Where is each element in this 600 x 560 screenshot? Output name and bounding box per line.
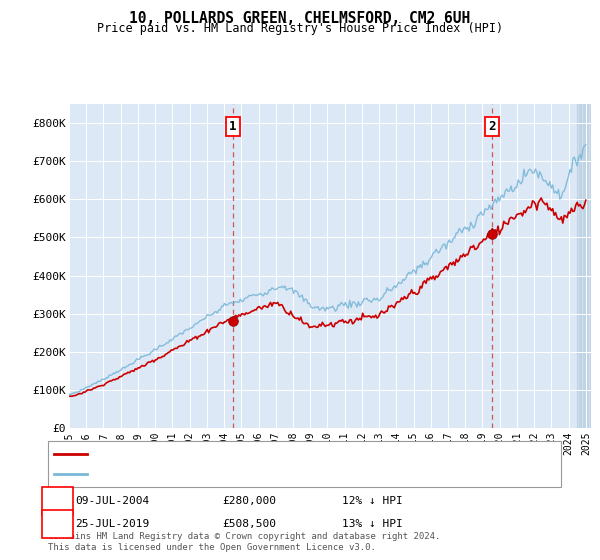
Text: 10, POLLARDS GREEN, CHELMSFORD, CM2 6UH (detached house): 10, POLLARDS GREEN, CHELMSFORD, CM2 6UH … bbox=[93, 449, 443, 459]
Text: 09-JUL-2004: 09-JUL-2004 bbox=[75, 496, 149, 506]
Text: HPI: Average price, detached house, Chelmsford: HPI: Average price, detached house, Chel… bbox=[93, 469, 380, 479]
Text: 10, POLLARDS GREEN, CHELMSFORD, CM2 6UH: 10, POLLARDS GREEN, CHELMSFORD, CM2 6UH bbox=[130, 11, 470, 26]
Text: 1: 1 bbox=[54, 494, 61, 508]
Text: 2: 2 bbox=[54, 517, 61, 530]
Text: 2: 2 bbox=[488, 120, 496, 133]
Text: £280,000: £280,000 bbox=[222, 496, 276, 506]
Bar bbox=[577, 104, 591, 428]
Text: £508,500: £508,500 bbox=[222, 519, 276, 529]
Text: 12% ↓ HPI: 12% ↓ HPI bbox=[342, 496, 403, 506]
Text: 1: 1 bbox=[229, 120, 237, 133]
Text: Price paid vs. HM Land Registry's House Price Index (HPI): Price paid vs. HM Land Registry's House … bbox=[97, 22, 503, 35]
Text: 25-JUL-2019: 25-JUL-2019 bbox=[75, 519, 149, 529]
Text: 13% ↓ HPI: 13% ↓ HPI bbox=[342, 519, 403, 529]
Text: Contains HM Land Registry data © Crown copyright and database right 2024.
This d: Contains HM Land Registry data © Crown c… bbox=[48, 532, 440, 552]
